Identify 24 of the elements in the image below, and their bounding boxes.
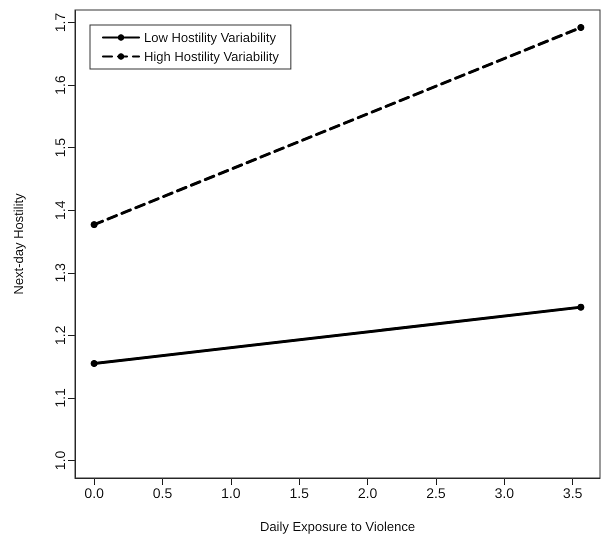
x-tick-label: 3.5: [562, 485, 583, 501]
y-tick-label: 1.5: [52, 138, 68, 158]
y-tick-label: 1.1: [52, 388, 68, 408]
y-tick-label: 1.2: [52, 325, 68, 346]
x-tick-label: 2.0: [358, 485, 378, 501]
x-axis-title: Daily Exposure to Violence: [260, 519, 416, 534]
x-tick-label: 0.0: [84, 485, 104, 501]
point: [90, 360, 98, 367]
y-tick-label: 1.3: [52, 262, 68, 283]
x-tick-label: 1.5: [289, 485, 310, 501]
legend-label: High Hostility Variability: [144, 49, 280, 64]
point: [577, 304, 584, 311]
x-tick-label: 1.0: [221, 485, 241, 501]
x-tick-label: 2.5: [426, 485, 446, 501]
y-tick-label: 1.0: [52, 450, 68, 470]
point: [577, 24, 584, 32]
x-tick-label: 3.0: [494, 485, 514, 501]
x-tick-label: 0.5: [152, 485, 172, 501]
legend-label: Low Hostility Variability: [144, 30, 276, 45]
y-tick-label: 1.6: [52, 75, 68, 95]
y-tick-label: 1.7: [52, 12, 68, 32]
point: [90, 221, 98, 228]
y-tick-label: 1.4: [52, 200, 68, 220]
y-axis-title: Next-day Hostility: [11, 192, 26, 295]
